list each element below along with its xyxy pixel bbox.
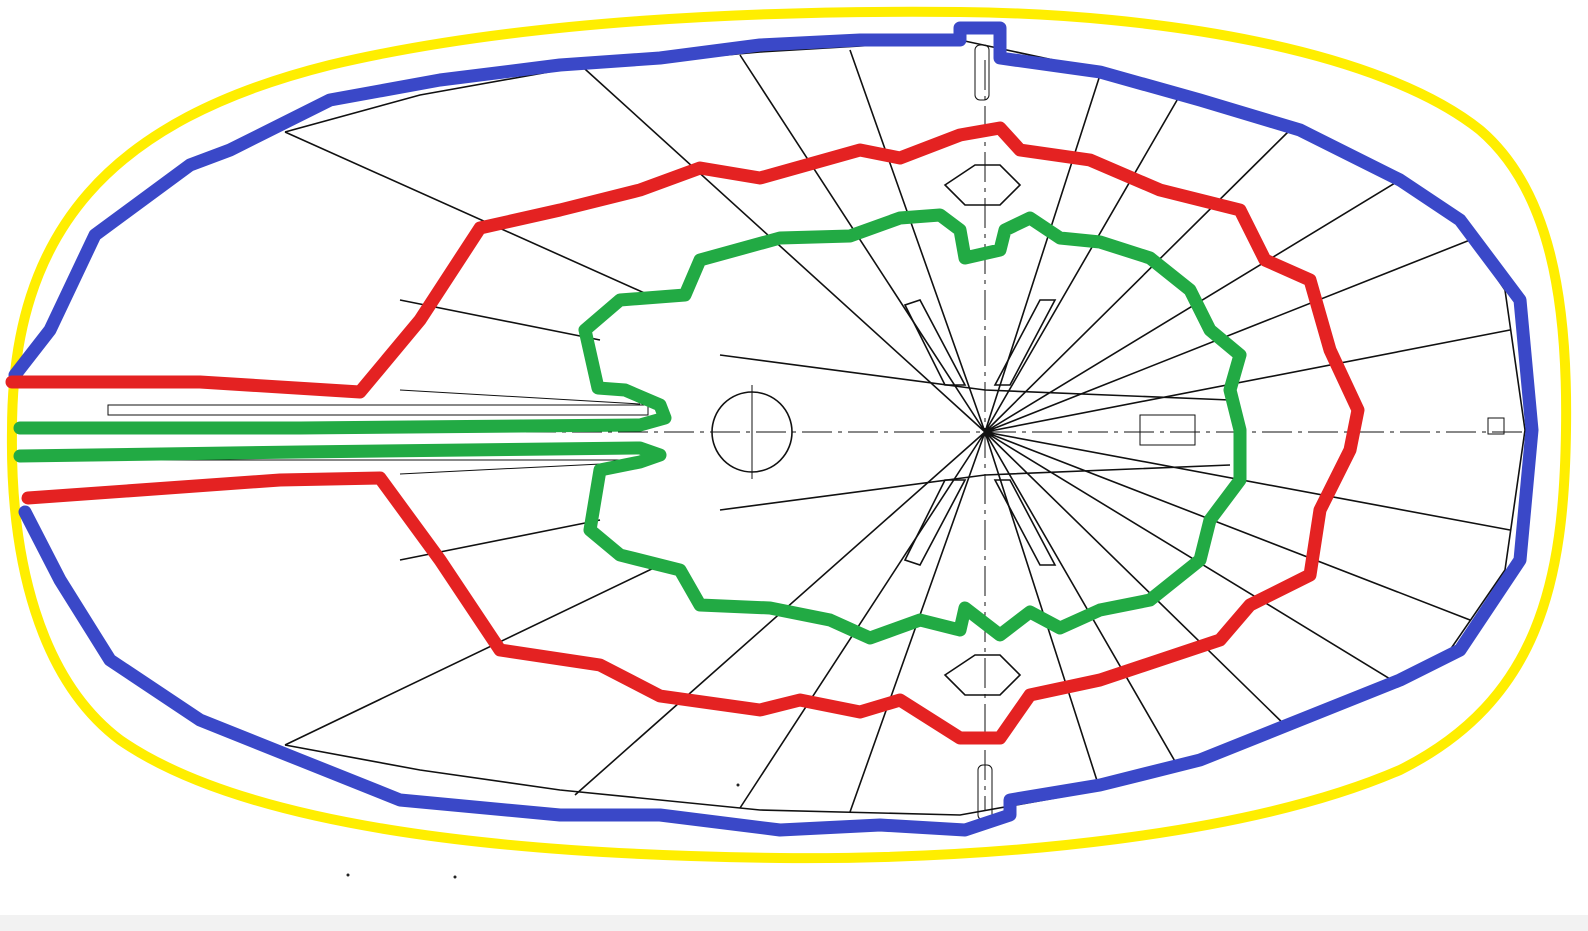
- stray-dot: [346, 873, 350, 877]
- bottom-strip: [0, 915, 1588, 931]
- stray-dot: [736, 783, 740, 787]
- finger-piers: [903, 479, 1057, 566]
- green-outline: [13, 208, 1247, 645]
- axis-slot: [974, 44, 990, 101]
- gate-block: [943, 164, 1022, 206]
- terminal-block: [1139, 414, 1196, 446]
- red-outline: [5, 121, 1365, 745]
- taxi-line: [399, 389, 641, 405]
- finger-piers: [903, 299, 1057, 386]
- blue-outline: [8, 21, 1539, 837]
- gate-block: [943, 654, 1022, 696]
- end-marker: [1487, 417, 1505, 435]
- plan-perimeter: [284, 39, 1526, 816]
- stray-dot: [453, 875, 457, 879]
- runway-upper: [107, 404, 649, 416]
- yellow-outline: [6, 6, 1572, 864]
- hub-edges: [719, 354, 1231, 511]
